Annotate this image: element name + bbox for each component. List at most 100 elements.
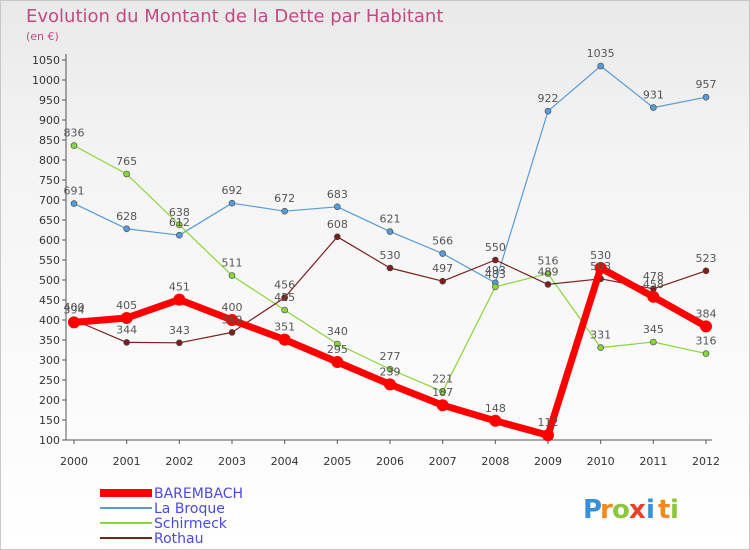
data-label: 957	[696, 78, 717, 91]
y-tick-label: 550	[39, 254, 60, 267]
data-label: 451	[169, 281, 190, 294]
data-label: 692	[222, 184, 243, 197]
data-label: 316	[696, 335, 717, 348]
data-label: 239	[380, 365, 401, 378]
data-point	[281, 294, 288, 301]
chart-title: Evolution du Montant de la Dette par Hab…	[26, 6, 443, 27]
data-point	[650, 104, 657, 111]
data-label: 148	[485, 402, 506, 415]
data-point	[226, 314, 238, 326]
y-tick-label: 650	[39, 214, 60, 227]
data-point	[228, 199, 236, 207]
legend-label: Rothau	[154, 531, 203, 547]
data-label: 550	[485, 241, 506, 254]
logo-letter: o	[612, 495, 630, 525]
data-point	[597, 344, 604, 351]
data-point	[384, 378, 396, 391]
y-tick-label: 950	[39, 94, 60, 107]
data-label: 456	[274, 279, 295, 292]
data-label: 331	[590, 329, 611, 342]
data-label: 516	[538, 255, 559, 268]
data-label: 478	[643, 270, 664, 283]
y-tick-label: 450	[39, 294, 60, 307]
data-label: 530	[380, 249, 401, 262]
x-tick-label: 2008	[481, 455, 509, 468]
data-point	[278, 333, 291, 346]
y-tick-label: 200	[39, 394, 60, 407]
data-label: 344	[116, 323, 137, 336]
data-point	[542, 429, 554, 442]
x-tick-label: 2011	[639, 455, 667, 468]
data-label: 765	[116, 155, 137, 168]
chart-unit: (en €)	[26, 30, 59, 43]
data-label: 511	[222, 257, 243, 270]
data-label: 608	[327, 218, 348, 231]
data-label: 384	[696, 307, 717, 320]
legend-label: BAREMBACH	[154, 486, 243, 502]
data-point	[492, 283, 499, 291]
data-label: 345	[643, 323, 664, 336]
data-point	[386, 365, 394, 373]
data-label: 566	[432, 235, 453, 248]
data-label: 187	[432, 386, 453, 399]
data-point	[489, 414, 502, 427]
x-tick-label: 2006	[376, 455, 404, 468]
data-label: 931	[643, 89, 664, 102]
data-point	[120, 312, 133, 324]
data-label: 628	[116, 210, 137, 223]
data-label: 530	[590, 249, 611, 262]
data-point	[700, 320, 712, 333]
x-tick-label: 2009	[534, 455, 562, 468]
y-tick-label: 150	[39, 414, 60, 427]
data-point	[650, 338, 657, 346]
data-label: 112	[538, 416, 559, 429]
data-point	[702, 93, 710, 101]
x-tick-label: 2000	[60, 455, 88, 468]
data-label: 369	[222, 313, 243, 326]
x-tick-label: 2002	[165, 455, 193, 468]
data-label: 612	[169, 216, 190, 229]
data-point	[544, 270, 552, 277]
data-point	[386, 228, 394, 235]
logo-letter: r	[600, 495, 613, 525]
y-tick-label: 900	[39, 114, 60, 127]
data-point	[68, 316, 80, 329]
y-tick-label: 1000	[32, 74, 60, 87]
data-point	[123, 170, 130, 178]
x-tick-label: 2005	[323, 455, 351, 468]
data-point	[70, 142, 78, 149]
data-label: 503	[590, 260, 611, 273]
x-tick-label: 2003	[218, 455, 246, 468]
logo-letter: P	[583, 495, 602, 525]
data-point	[492, 256, 499, 264]
data-label: 638	[169, 206, 190, 219]
x-tick-label: 2007	[429, 455, 457, 468]
data-point	[702, 350, 710, 357]
data-point	[70, 200, 78, 207]
series-layer	[68, 62, 712, 442]
axes: 100 150 200 250 300 350 400 450 500 550 600 650 700 7…	[32, 54, 720, 468]
y-tick-label: 500	[39, 274, 60, 287]
y-tick-label: 400	[39, 314, 60, 327]
logo-letter: t	[658, 495, 670, 525]
x-tick-label: 2001	[113, 455, 141, 468]
data-labels: 691 628 612 692 672 683 621 566 493 922 1035 931 957…	[64, 47, 717, 429]
data-point	[228, 272, 236, 279]
logo-letter: i	[646, 495, 655, 525]
data-point	[176, 221, 183, 229]
data-point	[281, 306, 288, 314]
legend-label: Schirmeck	[154, 516, 228, 532]
data-point	[281, 207, 288, 215]
data-point	[544, 107, 552, 115]
data-label: 295	[327, 343, 348, 356]
data-point	[439, 277, 446, 285]
y-tick-label: 600	[39, 234, 60, 247]
proxiti-logo: Pr o x i t i	[583, 495, 679, 525]
data-label: 400	[64, 301, 85, 314]
legend-label: La Broque	[154, 501, 225, 517]
x-tick-label: 2012	[692, 455, 720, 468]
data-point	[594, 262, 607, 274]
y-tick-label: 300	[39, 354, 60, 367]
data-point	[123, 225, 130, 233]
